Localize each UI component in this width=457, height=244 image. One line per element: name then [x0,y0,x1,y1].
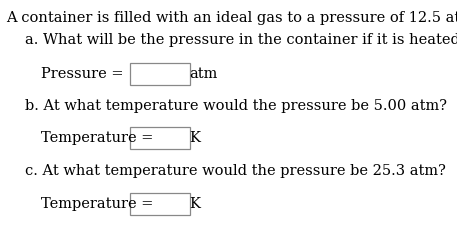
Text: K: K [190,131,201,145]
Text: b. At what temperature would the pressure be 5.00 atm?: b. At what temperature would the pressur… [25,99,447,113]
Bar [130,193,190,215]
Text: Pressure =: Pressure = [41,67,128,81]
Text: Temperature =: Temperature = [41,131,158,145]
Text: A container is filled with an ideal gas to a pressure of 12.5 atm at 0°C.: A container is filled with an ideal gas … [6,11,457,25]
Bar [130,127,190,149]
Text: Temperature =: Temperature = [41,197,158,211]
Bar [130,63,190,85]
Text: a. What will be the pressure in the container if it is heated to 40.°C?: a. What will be the pressure in the cont… [25,33,457,47]
Text: K: K [190,197,201,211]
Text: atm: atm [190,67,218,81]
Text: c. At what temperature would the pressure be 25.3 atm?: c. At what temperature would the pressur… [25,164,446,178]
